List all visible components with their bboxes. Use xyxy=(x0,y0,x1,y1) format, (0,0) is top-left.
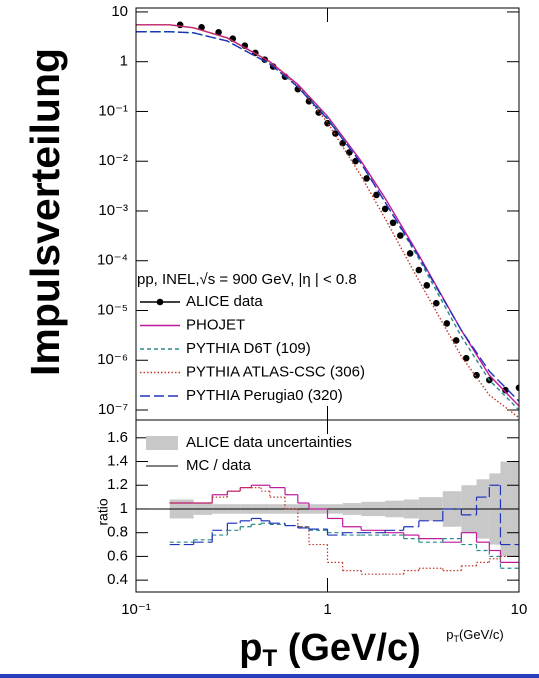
data-point xyxy=(443,320,451,327)
y-tick-label: 0.8 xyxy=(107,524,128,541)
data-point xyxy=(423,282,431,289)
legend-title: pp, INEL,√s = 900 GeV, |η | < 0.8 xyxy=(137,271,357,288)
legend-sample xyxy=(156,298,164,306)
data-point xyxy=(215,28,222,36)
legend-label: ALICE data xyxy=(186,293,263,310)
data-point xyxy=(397,232,404,239)
y-tick-label: 0.6 xyxy=(107,547,128,564)
y-tick-label: 1 xyxy=(120,500,128,517)
x-title: pT (GeV/c) xyxy=(239,627,421,672)
mc-curve xyxy=(136,31,519,402)
footer-bar xyxy=(0,674,539,678)
y-tick-label: 10⁻¹ xyxy=(98,102,128,119)
x-label-main: p xyxy=(446,627,453,642)
data-point xyxy=(452,337,460,344)
x-tick-label: 1 xyxy=(323,601,331,618)
data-point xyxy=(373,191,380,199)
mc-curve xyxy=(136,24,519,419)
y-tick-label: 1 xyxy=(120,53,128,70)
data-point xyxy=(433,299,440,307)
y-tick-label: 0.4 xyxy=(107,571,128,588)
y-tick-label: 10⁻⁷ xyxy=(98,401,128,418)
data-point xyxy=(473,371,480,379)
legend-label: PYTHIA ATLAS-CSC (306) xyxy=(186,363,365,380)
data-point xyxy=(332,130,339,137)
y-tick-label: 10⁻³ xyxy=(98,202,128,219)
x-title-main: p xyxy=(239,627,262,669)
y-tick-label: 10⁻⁶ xyxy=(97,351,128,368)
y-tick-label: 10⁻² xyxy=(98,152,128,169)
y-tick-label: 1.4 xyxy=(107,452,128,469)
x-title-sub: T xyxy=(262,645,277,672)
legend-label: PYTHIA Perugia0 (320) xyxy=(186,387,343,404)
x-label-sub: T xyxy=(453,634,459,644)
data-point xyxy=(389,219,397,227)
legend-label: MC / data xyxy=(186,457,252,474)
data-point xyxy=(515,384,519,392)
data-point xyxy=(406,250,414,257)
y-tick-label: 10⁻⁵ xyxy=(97,301,128,318)
x-axis-label: pT(GeV/c) xyxy=(446,627,504,644)
y-title: Impulsverteilung xyxy=(22,48,68,376)
x-tick-label: 10⁻¹ xyxy=(121,601,151,618)
y-tick-label: 1.6 xyxy=(107,429,128,446)
data-point xyxy=(381,205,389,213)
frame xyxy=(135,419,520,593)
frame xyxy=(135,7,520,421)
data-point xyxy=(462,354,470,362)
data-point xyxy=(176,21,184,29)
data-point xyxy=(352,157,359,165)
data-point xyxy=(415,266,423,274)
legend-sample xyxy=(146,436,178,450)
x-title-rest: (GeV/c) xyxy=(277,627,421,669)
y-tick-label: 10 xyxy=(111,3,128,20)
data-point xyxy=(502,386,509,394)
data-point xyxy=(363,175,370,182)
x-label-rest: (GeV/c) xyxy=(459,627,504,642)
y-tick-label: 1.2 xyxy=(107,476,128,493)
legend-label: PHOJET xyxy=(186,316,245,333)
y-tick-label: 10⁻⁴ xyxy=(97,252,128,269)
legend-label: ALICE data uncertainties xyxy=(186,434,352,451)
legend-label: PYTHIA D6T (109) xyxy=(186,340,311,357)
x-tick-label: 10 xyxy=(511,601,528,618)
ratio-label: ratio xyxy=(95,498,111,525)
